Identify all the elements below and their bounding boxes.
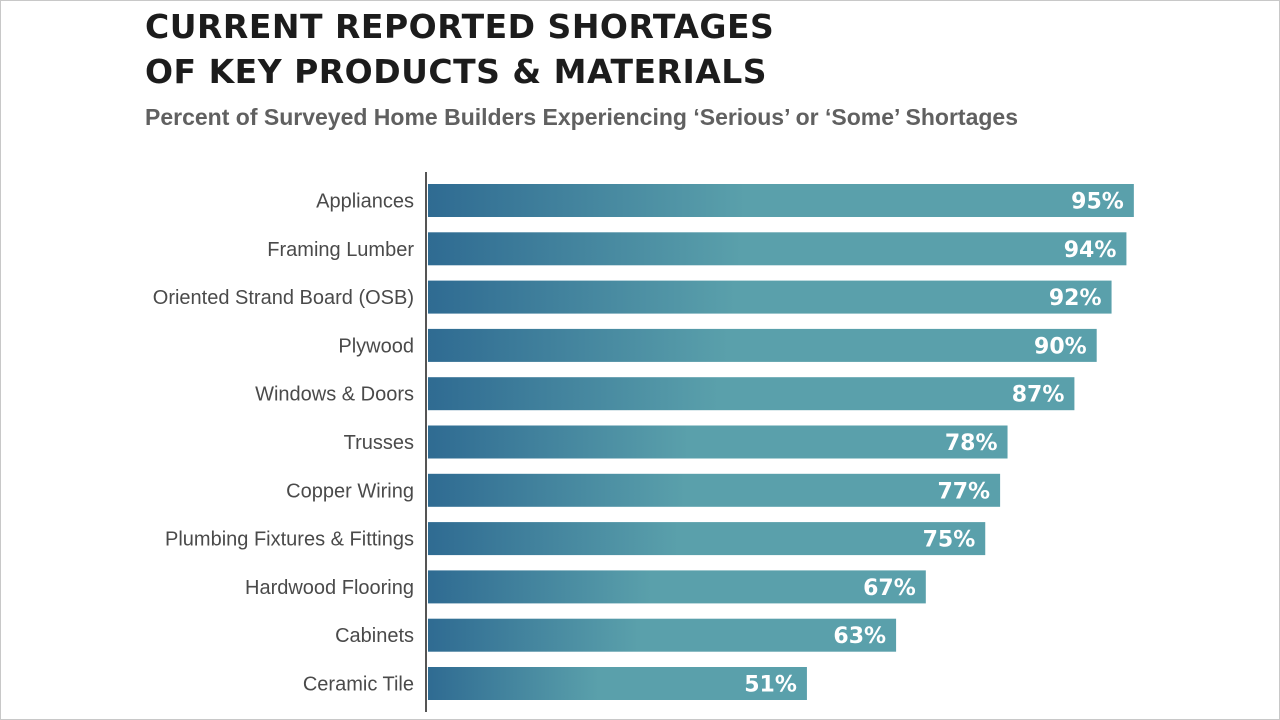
category-label: Plumbing Fixtures & Fittings (165, 529, 414, 551)
category-label: Hardwood Flooring (245, 577, 414, 599)
bar-4 (428, 377, 1075, 411)
value-label: 77% (937, 479, 990, 504)
category-label: Appliances (316, 191, 414, 213)
chart-subtitle: Percent of Surveyed Home Builders Experi… (145, 104, 1019, 130)
category-label: Cabinets (335, 625, 414, 647)
category-label: Windows & Doors (255, 384, 414, 406)
value-label: 92% (1049, 286, 1102, 311)
value-label: 78% (945, 431, 998, 456)
bar-6 (428, 473, 1001, 507)
value-label: 67% (863, 576, 916, 601)
category-label: Plywood (338, 335, 414, 357)
value-label: 90% (1034, 334, 1087, 359)
bar-5 (428, 425, 1008, 459)
bar-0 (428, 184, 1134, 217)
value-label: 87% (1012, 383, 1065, 408)
value-label: 75% (923, 528, 976, 553)
category-label: Ceramic Tile (303, 674, 414, 696)
value-label: 63% (833, 624, 886, 649)
category-label: Trusses (344, 432, 414, 454)
chart-title-line-1: CURRENT REPORTED SHORTAGES (145, 7, 775, 46)
bar-1 (428, 232, 1127, 266)
chart-title: CURRENT REPORTED SHORTAGES OF KEY PRODUC… (145, 4, 1145, 94)
bar-3 (428, 328, 1097, 362)
bar-9 (428, 618, 897, 652)
category-label: Framing Lumber (267, 239, 414, 261)
value-label: 95% (1071, 190, 1124, 215)
value-label: 94% (1064, 238, 1117, 263)
category-label: Copper Wiring (286, 480, 414, 502)
bars-group: Appliances 95% Framing Lumber 94% Oriented S… (153, 184, 1134, 700)
bar-10 (428, 667, 807, 700)
category-label: Oriented Strand Board (OSB) (153, 287, 414, 309)
chart-title-line-2: OF KEY PRODUCTS & MATERIALS (145, 52, 768, 91)
bar-8 (428, 570, 926, 604)
bar-2 (428, 280, 1112, 314)
bar-7 (428, 522, 986, 556)
value-label: 51% (744, 673, 797, 698)
